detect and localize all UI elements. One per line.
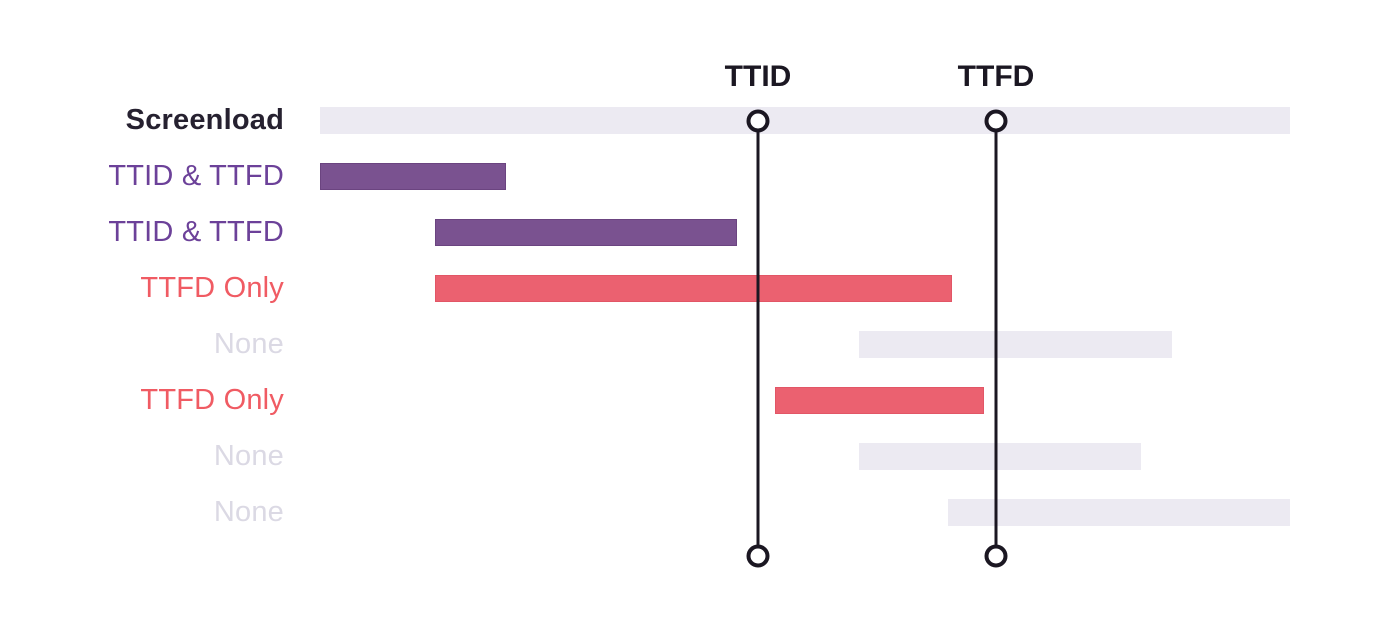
row-label: TTFD Only [140, 272, 284, 304]
row-label: None [213, 440, 284, 472]
row-label: TTFD Only [140, 384, 284, 416]
span-bar-none [948, 499, 1290, 526]
diagram-row: Screenload [0, 104, 1400, 136]
span-bar-ttfd-only [775, 387, 984, 414]
span-bar-screenload [320, 107, 1290, 134]
row-label: Screenload [125, 104, 284, 136]
diagram-row: TTID & TTFD [0, 160, 1400, 192]
diagram-row: TTFD Only [0, 384, 1400, 416]
row-label: None [213, 328, 284, 360]
span-bar-none [859, 331, 1172, 358]
row-label: TTID & TTFD [108, 216, 284, 248]
row-label: None [213, 496, 284, 528]
span-bar-ttfd-only [435, 275, 952, 302]
span-bar-none [859, 443, 1141, 470]
diagram-row: None [0, 440, 1400, 472]
diagram-row: TTID & TTFD [0, 216, 1400, 248]
span-bar-ttid-ttfd [435, 219, 737, 246]
row-label: TTID & TTFD [108, 160, 284, 192]
diagram-row: None [0, 328, 1400, 360]
diagram-row: TTFD Only [0, 272, 1400, 304]
span-bar-ttid-ttfd [320, 163, 506, 190]
diagram-row: None [0, 496, 1400, 528]
